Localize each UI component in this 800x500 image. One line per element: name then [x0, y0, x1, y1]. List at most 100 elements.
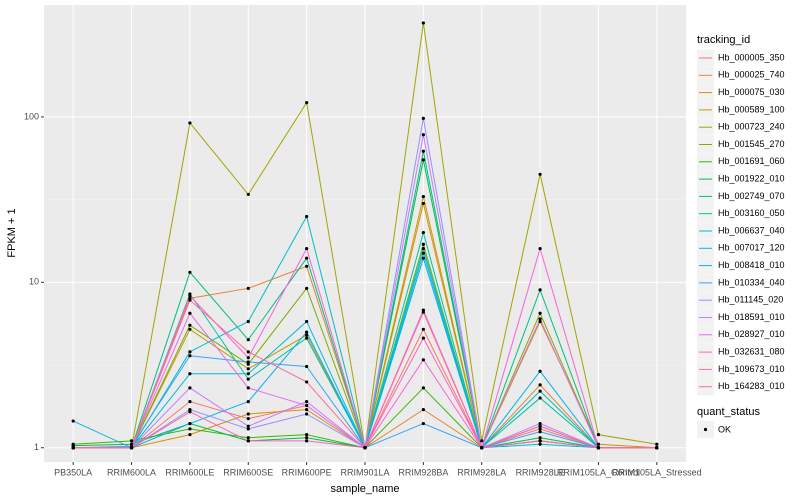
data-point	[188, 311, 192, 315]
data-point	[188, 410, 192, 414]
legend-label: Hb_164283_010	[718, 381, 785, 391]
data-point	[188, 121, 192, 125]
data-point	[305, 433, 309, 437]
data-point	[305, 412, 309, 416]
data-point	[538, 396, 542, 400]
legend-label: Hb_000005_350	[718, 52, 785, 62]
data-point	[188, 323, 192, 327]
data-point	[538, 288, 542, 292]
x-tick-label: RRIM600SE	[223, 467, 273, 477]
x-tick-label: RRIM600LA	[107, 467, 156, 477]
data-point	[305, 400, 309, 404]
data-point	[538, 311, 542, 315]
legend-label: Hb_001691_060	[718, 156, 785, 166]
data-point	[305, 330, 309, 334]
data-point	[538, 383, 542, 387]
data-point	[246, 436, 250, 440]
data-point	[246, 427, 250, 431]
data-point	[421, 242, 425, 246]
y-tick-label: 100	[24, 111, 39, 121]
data-point	[246, 400, 250, 404]
y-axis-label: FPKM + 1	[6, 208, 18, 257]
data-point	[188, 294, 192, 298]
data-point	[421, 201, 425, 206]
data-point	[538, 246, 542, 251]
data-point	[188, 270, 192, 274]
data-point	[421, 251, 425, 255]
data-point	[246, 439, 250, 443]
x-tick-label: PB350LA	[54, 467, 92, 477]
data-point	[246, 356, 250, 360]
data-point	[305, 246, 309, 251]
legend-label: Hb_000025_740	[718, 70, 785, 80]
data-point	[538, 436, 542, 440]
data-point	[188, 327, 192, 331]
legend-label: Hb_000589_100	[718, 104, 785, 114]
data-point	[305, 436, 309, 440]
legend-label: Hb_001922_010	[718, 173, 785, 183]
data-point	[246, 412, 250, 416]
data-point	[188, 427, 192, 431]
data-point	[538, 369, 542, 373]
data-point	[305, 286, 309, 290]
x-tick-label: RRIM901LA	[340, 467, 389, 477]
data-point	[538, 317, 542, 321]
data-point	[305, 101, 309, 105]
legend-label: Hb_032631_080	[718, 346, 785, 356]
y-tick-label: 10	[29, 277, 39, 287]
y-tick-label: 1	[34, 442, 39, 452]
data-point	[538, 439, 542, 443]
data-point	[129, 446, 134, 450]
data-point	[305, 264, 309, 268]
data-point	[188, 386, 192, 390]
data-point	[655, 442, 659, 446]
data-point	[71, 446, 75, 450]
legend-label: Hb_003160_050	[718, 208, 785, 218]
data-point	[421, 230, 425, 235]
data-point	[655, 446, 659, 450]
data-point	[305, 380, 309, 384]
data-point	[188, 354, 192, 358]
data-point	[305, 403, 309, 408]
data-point	[188, 433, 192, 437]
data-point	[538, 424, 542, 428]
data-point	[538, 389, 542, 393]
data-point	[421, 246, 425, 251]
data-point	[305, 336, 309, 340]
data-point	[538, 319, 542, 324]
data-point	[421, 358, 425, 362]
data-point	[188, 350, 192, 354]
data-point	[421, 327, 425, 331]
data-point	[305, 408, 309, 412]
legend-label: Hb_028927_010	[718, 329, 785, 339]
data-point	[596, 442, 601, 446]
data-point	[421, 158, 425, 162]
data-point	[538, 430, 542, 434]
x-tick-label: RRIM600PE	[282, 467, 332, 477]
data-point	[421, 194, 425, 199]
data-point	[246, 367, 250, 371]
data-point	[305, 364, 309, 369]
data-point	[421, 310, 425, 314]
data-point	[480, 446, 484, 450]
data-point	[305, 333, 309, 337]
data-point	[421, 149, 425, 153]
point-legend-label: OK	[718, 424, 731, 434]
data-point	[538, 427, 542, 431]
data-point	[421, 116, 425, 120]
legend-label: Hb_008418_010	[718, 260, 785, 270]
data-point	[246, 424, 250, 428]
data-point	[188, 372, 192, 376]
data-point	[596, 446, 601, 450]
legend-label: Hb_109673_010	[718, 364, 785, 374]
data-point	[246, 286, 250, 290]
x-tick-label: RRIM600LE	[165, 467, 214, 477]
x-tick-label: RRIM105LA_Control	[557, 467, 640, 477]
data-point	[246, 360, 250, 364]
legend-label: Hb_018591_010	[718, 312, 785, 322]
data-point	[246, 377, 250, 381]
legend-label: Hb_010334_040	[718, 277, 785, 287]
data-point	[305, 214, 309, 219]
data-point	[421, 421, 425, 426]
legend-point	[703, 427, 708, 432]
